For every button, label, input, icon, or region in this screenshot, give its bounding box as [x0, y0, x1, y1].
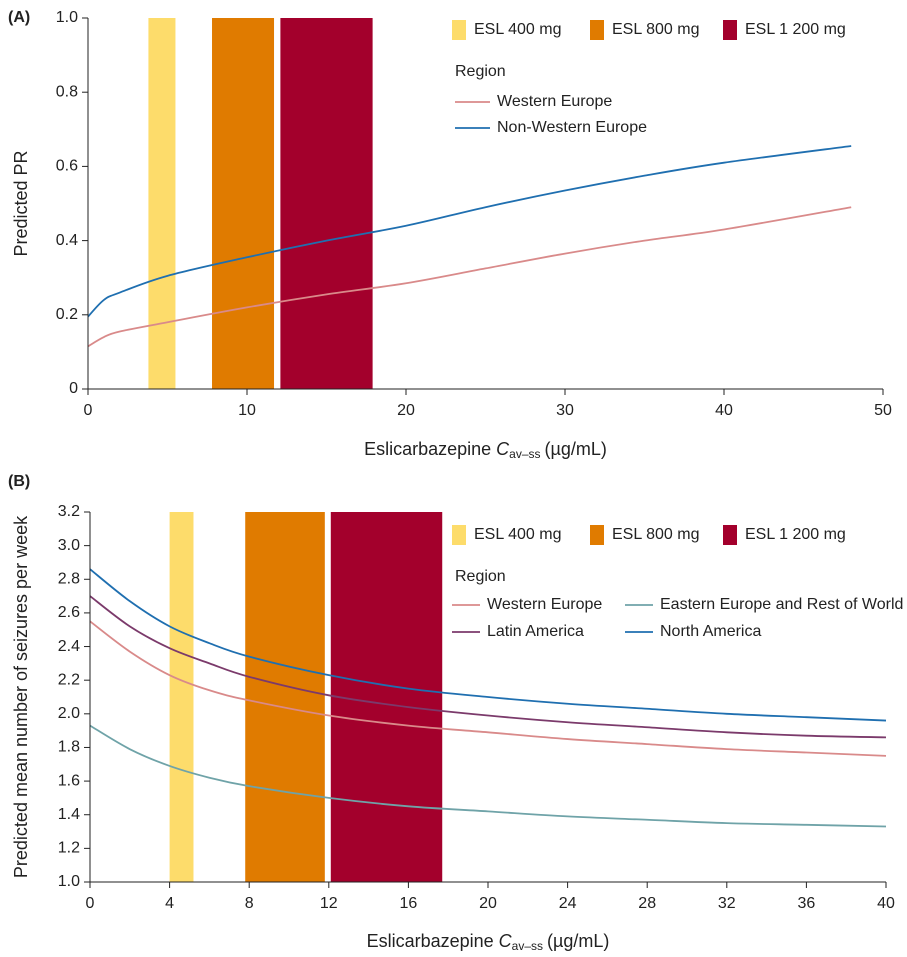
x-label-subscript: av–ss [512, 939, 543, 953]
y-tick-label: 0.4 [56, 232, 78, 249]
legend-swatch [723, 20, 737, 40]
series-line [89, 595, 887, 739]
y-tick-label: 2.8 [58, 570, 80, 587]
y-tick-label: 1.4 [58, 806, 80, 823]
x-axis-label: Eslicarbazepine Cav–ss (µg/mL) [364, 439, 607, 461]
panel-label: (B) [8, 473, 30, 490]
series-line [89, 724, 887, 828]
y-tick-label: 1.8 [58, 739, 80, 756]
y-tick-label: 0.2 [56, 306, 78, 323]
dose-band [330, 512, 443, 882]
x-tick-label: 28 [638, 895, 656, 912]
x-tick-label: 32 [718, 895, 736, 912]
legend-swatch [452, 20, 466, 40]
series-line [87, 206, 852, 348]
x-label-symbol: C [499, 931, 513, 951]
y-tick-label: 2.6 [58, 604, 80, 621]
series-line [89, 568, 887, 722]
y-axis-label: Predicted mean number of seizures per we… [11, 515, 31, 878]
legend-swatch [452, 525, 466, 545]
x-tick-label: 20 [397, 402, 415, 419]
y-tick-label: 1.6 [58, 772, 80, 789]
x-tick-label: 0 [86, 895, 95, 912]
legend-label: Western Europe [497, 93, 612, 110]
x-tick-label: 20 [479, 895, 497, 912]
y-tick-label: 2.2 [58, 671, 80, 688]
legend-label: Non-Western Europe [497, 119, 647, 136]
y-tick-label: 1.0 [56, 9, 78, 26]
x-tick-label: 30 [556, 402, 574, 419]
series-line [89, 620, 887, 757]
legend-title: Region [455, 63, 506, 80]
legend-label: Western Europe [487, 596, 602, 613]
legend-label: ESL 1 200 mg [745, 526, 846, 543]
x-label-text: Eslicarbazepine [364, 439, 491, 459]
legend-swatch [723, 525, 737, 545]
x-tick-label: 50 [874, 402, 892, 419]
x-tick-label: 8 [245, 895, 254, 912]
dose-band [280, 18, 373, 389]
y-tick-label: 2.4 [58, 638, 80, 655]
x-tick-label: 4 [165, 895, 174, 912]
dose-band [245, 512, 325, 882]
x-tick-label: 40 [715, 402, 733, 419]
y-tick-label: 0 [69, 380, 78, 397]
x-label-subscript: av–ss [509, 447, 540, 461]
y-tick-label: 1.2 [58, 840, 80, 857]
legend-label: ESL 400 mg [474, 526, 561, 543]
y-tick-label: 0.6 [56, 158, 78, 175]
legend-label: North America [660, 623, 761, 640]
legend-swatch [590, 525, 604, 545]
dose-band [148, 18, 176, 389]
x-label-text: Eslicarbazepine [367, 931, 494, 951]
y-tick-label: 2.0 [58, 705, 80, 722]
y-tick-label: 0.8 [56, 83, 78, 100]
x-label-unit: (µg/mL) [547, 931, 609, 951]
legend-label: Eastern Europe and Rest of World [660, 596, 903, 613]
series-line [87, 145, 852, 318]
y-axis-label: Predicted PR [11, 150, 31, 256]
legend-label: ESL 1 200 mg [745, 21, 846, 38]
y-tick-label: 3.2 [58, 503, 80, 520]
x-tick-label: 24 [559, 895, 577, 912]
dose-band [169, 512, 194, 882]
legend-label: Latin America [487, 623, 584, 640]
x-tick-label: 16 [400, 895, 418, 912]
x-tick-label: 12 [320, 895, 338, 912]
legend-label: ESL 400 mg [474, 21, 561, 38]
x-tick-label: 36 [798, 895, 816, 912]
x-label-symbol: C [496, 439, 510, 459]
dose-band [212, 18, 275, 389]
x-axis-label: Eslicarbazepine Cav–ss (µg/mL) [367, 931, 610, 953]
legend-label: ESL 800 mg [612, 526, 699, 543]
legend-label: ESL 800 mg [612, 21, 699, 38]
legend-swatch [590, 20, 604, 40]
x-tick-label: 40 [877, 895, 895, 912]
x-tick-label: 0 [84, 402, 93, 419]
panel-label: (A) [8, 9, 30, 26]
x-tick-label: 10 [238, 402, 256, 419]
x-label-unit: (µg/mL) [545, 439, 607, 459]
y-tick-label: 1.0 [58, 873, 80, 890]
y-tick-label: 3.0 [58, 537, 80, 554]
legend-title: Region [455, 568, 506, 585]
